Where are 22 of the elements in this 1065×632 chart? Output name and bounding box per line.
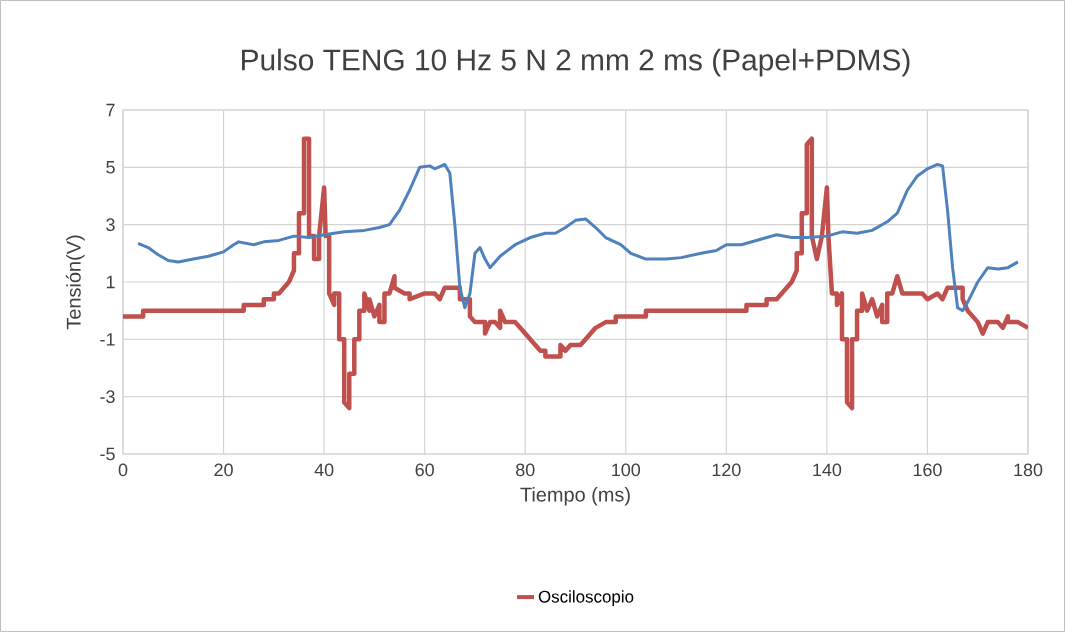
x-tick-label: 60: [415, 463, 434, 477]
y-tick-label: 7: [106, 103, 115, 117]
x-tick-label: 100: [612, 463, 641, 477]
line-series: [136, 162, 1020, 313]
x-tick-label: 80: [516, 463, 535, 477]
x-tick-label: 140: [813, 463, 842, 477]
x-tick-label: 160: [913, 463, 942, 477]
x-tick-label: 40: [314, 463, 334, 477]
chart-title: Pulso TENG 10 Hz 5 N 2 mm 2 ms (Papel+PDMS): [242, 48, 910, 77]
x-tick-label: 0: [118, 463, 128, 477]
x-tick-label: 120: [712, 463, 741, 477]
y-tick-label: 1: [106, 275, 115, 289]
y-tick-label: 3: [106, 218, 115, 231]
x-axis-title: Tiempo (ms): [520, 487, 630, 506]
y-tick-label: -3: [100, 390, 115, 403]
x-tick-label: 20: [214, 463, 233, 477]
x-tick-label: 180: [1014, 463, 1043, 477]
y-tick-label: 5: [106, 161, 115, 174]
y-tick-label: -1: [100, 333, 115, 346]
legend-label: Osciloscopio: [538, 590, 634, 606]
y-axis-title: Tensión(V): [65, 235, 85, 330]
y-tick-label: -5: [100, 447, 115, 461]
